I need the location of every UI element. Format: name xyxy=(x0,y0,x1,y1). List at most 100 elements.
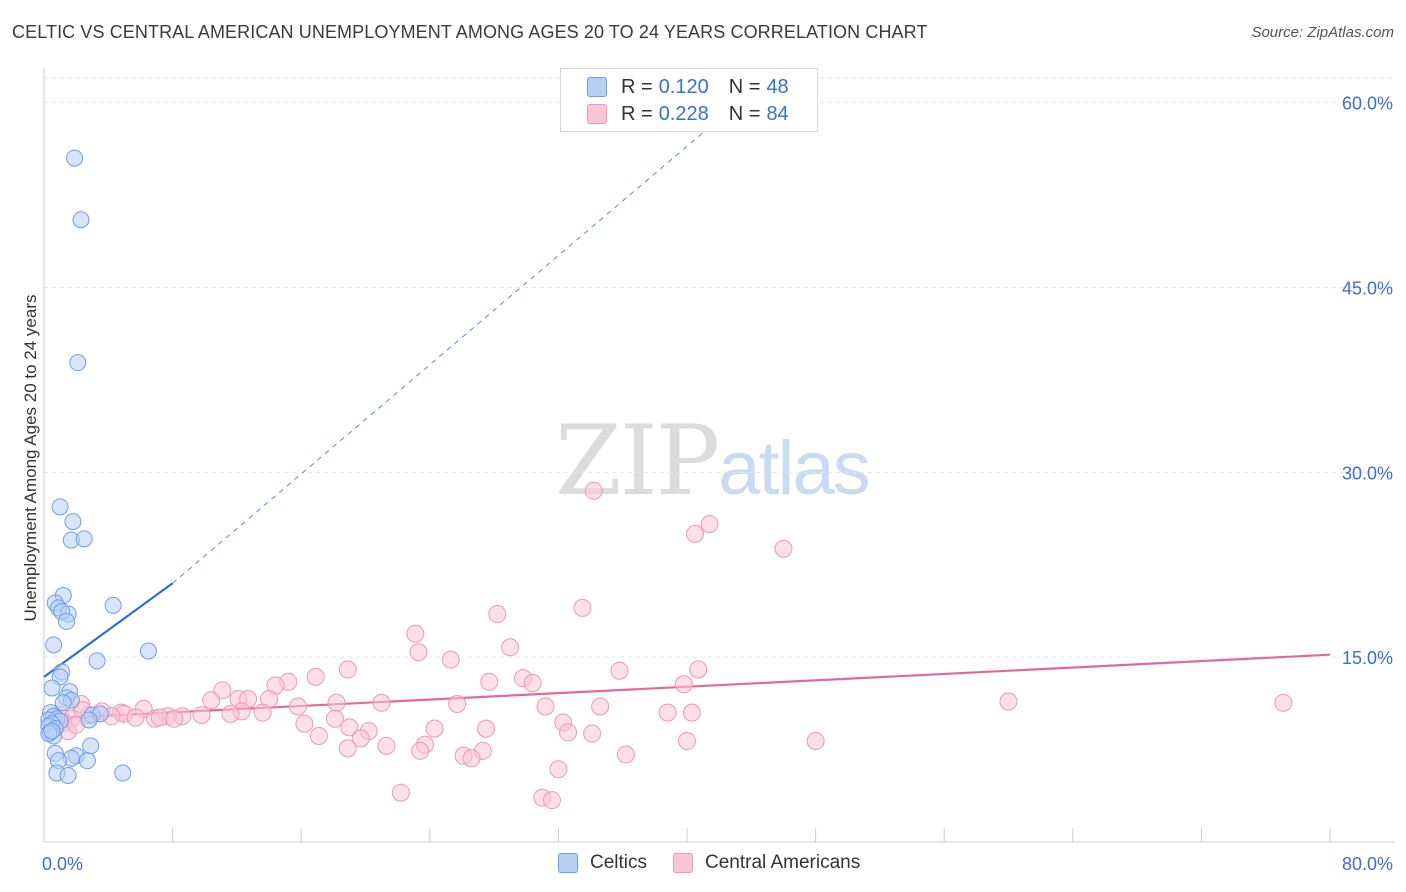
point-celtics xyxy=(51,498,69,516)
y-tick-label: 15.0% xyxy=(1342,648,1393,668)
source-credit: Source: ZipAtlas.com xyxy=(1251,24,1394,41)
point-central-americans xyxy=(309,727,328,746)
point-celtics xyxy=(45,636,63,654)
point-central-americans xyxy=(542,791,561,810)
legend-n-value-celtics: 48 xyxy=(766,75,789,98)
point-central-americans xyxy=(488,605,507,624)
legend-row-central-americans: R = 0.228 N = 84 xyxy=(587,102,809,126)
point-central-americans xyxy=(253,703,272,722)
point-central-americans xyxy=(1274,693,1293,712)
point-celtics xyxy=(82,737,100,755)
point-central-americans xyxy=(425,719,444,738)
point-central-americans xyxy=(192,706,211,725)
point-central-americans xyxy=(340,718,359,737)
legend-r-label: R = xyxy=(621,75,653,98)
point-central-americans xyxy=(295,714,314,733)
point-central-americans xyxy=(806,731,825,750)
point-central-americans xyxy=(573,598,592,617)
watermark-atlas: atlas xyxy=(718,426,871,511)
correlation-legend: R = 0.120 N = 48 R = 0.228 N = 84 xyxy=(560,68,818,132)
point-central-americans xyxy=(610,661,629,680)
y-tick-label: 45.0% xyxy=(1342,278,1393,298)
legend-n-label: N = xyxy=(728,102,761,125)
point-central-americans xyxy=(406,624,425,643)
point-central-americans xyxy=(480,672,499,691)
point-celtics xyxy=(78,752,96,770)
point-central-americans xyxy=(674,675,693,694)
gridlines xyxy=(44,77,1394,658)
point-celtics xyxy=(69,354,87,372)
point-central-americans xyxy=(559,723,578,742)
point-central-americans xyxy=(523,674,542,693)
series-swatch-celtics xyxy=(558,853,578,873)
series-legend-central-americans[interactable]: Central Americans xyxy=(673,852,860,874)
point-central-americans xyxy=(536,697,555,716)
chart-title: CELTIC VS CENTRAL AMERICAN UNEMPLOYMENT … xyxy=(12,22,928,42)
point-central-americans xyxy=(165,709,184,728)
point-central-americans xyxy=(202,691,221,710)
point-central-americans xyxy=(999,692,1018,711)
trend-line-celtics xyxy=(43,582,174,678)
point-central-americans xyxy=(288,697,307,716)
legend-n-label: N = xyxy=(728,75,761,98)
point-celtics xyxy=(54,694,72,712)
series-swatch-central-americans xyxy=(673,853,694,873)
watermark: ZIPatlas xyxy=(555,405,871,517)
series-legend: Celtics Central Americans xyxy=(558,852,886,874)
point-central-americans xyxy=(583,724,602,743)
point-celtics xyxy=(66,149,84,167)
trend-lines xyxy=(43,77,1331,720)
point-celtics xyxy=(139,642,157,660)
point-central-americans xyxy=(409,643,428,662)
legend-row-celtics: R = 0.120 N = 48 xyxy=(587,75,809,99)
point-central-americans xyxy=(678,731,696,750)
legend-swatch-celtics xyxy=(587,77,607,97)
point-central-americans xyxy=(377,736,396,755)
point-central-americans xyxy=(616,745,635,764)
point-central-americans xyxy=(462,749,481,768)
point-central-americans xyxy=(584,481,603,500)
point-central-americans xyxy=(306,667,325,686)
point-celtics xyxy=(43,679,61,697)
point-central-americans xyxy=(325,709,344,728)
y-axis-label: Unemployment Among Ages 20 to 24 years xyxy=(21,295,40,622)
y-tick-label: 30.0% xyxy=(1342,463,1393,483)
point-celtics xyxy=(58,612,76,630)
point-central-americans xyxy=(501,638,520,657)
point-celtics xyxy=(88,652,106,670)
axes xyxy=(43,68,1394,843)
point-central-americans xyxy=(686,524,705,543)
y-tick-label: 60.0% xyxy=(1342,94,1393,114)
point-central-americans xyxy=(391,783,410,802)
point-central-americans xyxy=(338,660,357,679)
point-celtics xyxy=(114,764,132,782)
legend-n-value-central-americans: 84 xyxy=(766,102,789,125)
data-points xyxy=(40,149,1293,810)
point-celtics xyxy=(80,711,98,729)
point-central-americans xyxy=(658,703,677,722)
series-legend-label-central-americans: Central Americans xyxy=(705,852,861,873)
point-celtics xyxy=(104,596,122,614)
watermark-zip: ZIP xyxy=(555,405,720,517)
legend-swatch-central-americans xyxy=(587,104,607,124)
point-central-americans xyxy=(126,708,145,727)
point-central-americans xyxy=(441,650,460,669)
point-central-americans xyxy=(682,703,701,722)
point-central-americans xyxy=(411,741,430,760)
point-central-americans xyxy=(448,694,467,713)
point-central-americans xyxy=(477,719,496,738)
point-celtics xyxy=(59,766,77,784)
point-central-americans xyxy=(689,660,708,679)
trend-line-celtics-extension xyxy=(172,77,768,584)
point-central-americans xyxy=(591,697,610,716)
point-central-americans xyxy=(774,539,793,558)
series-legend-celtics[interactable]: Celtics xyxy=(558,852,647,874)
point-central-americans xyxy=(327,693,346,712)
point-celtics xyxy=(43,722,61,740)
legend-r-label: R = xyxy=(621,102,653,125)
legend-r-value-central-americans: 0.228 xyxy=(658,102,709,125)
point-celtics xyxy=(75,530,93,548)
axis-labels: 15.0% 30.0% 45.0% 60.0% 0.0% 80.0% Unemploymen… xyxy=(21,94,1393,874)
point-central-americans xyxy=(221,704,240,723)
